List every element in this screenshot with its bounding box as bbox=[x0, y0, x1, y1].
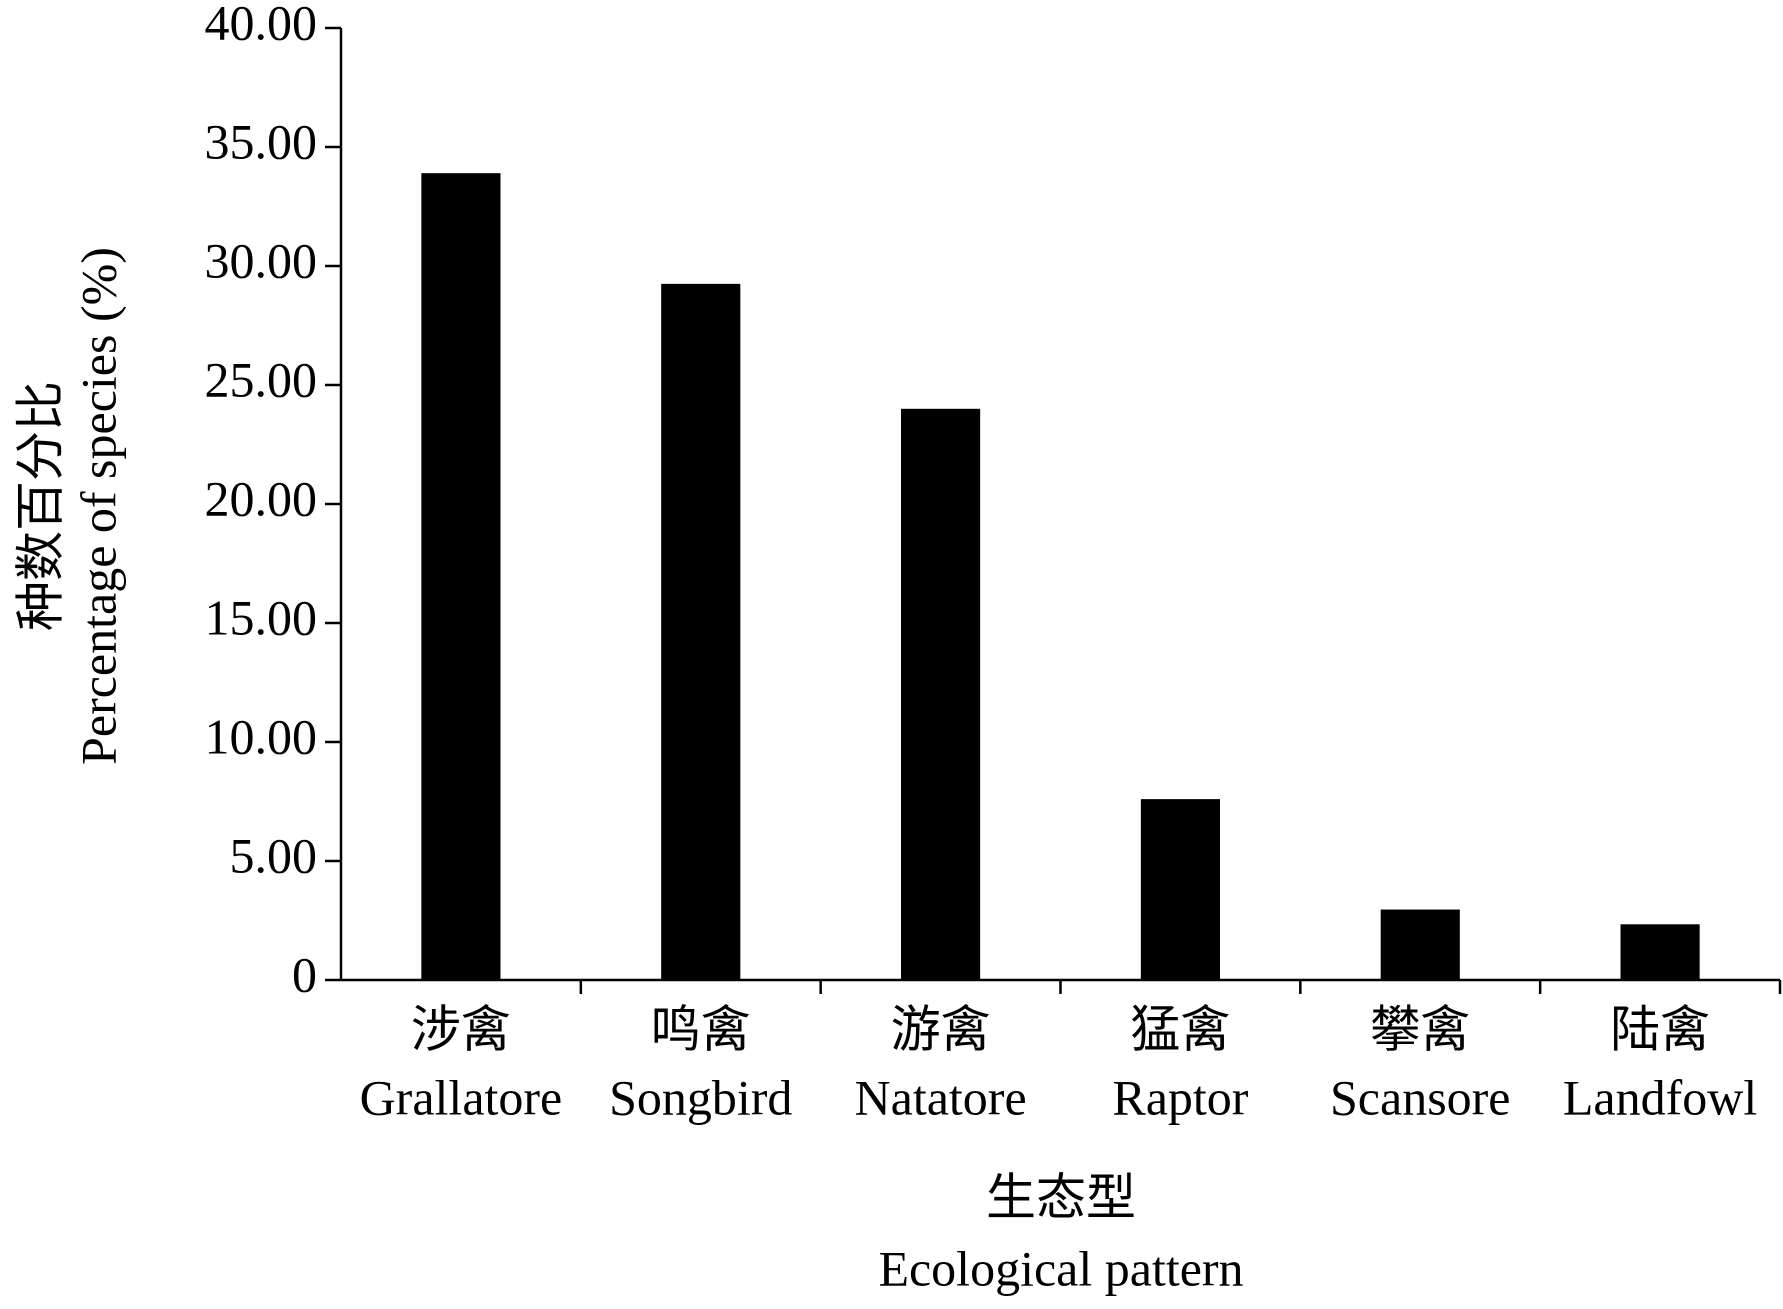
bar bbox=[661, 283, 741, 981]
x-tick-label: 攀禽 bbox=[1370, 1001, 1470, 1057]
x-tick-label: Natatore bbox=[855, 1069, 1027, 1125]
y-tick-label: 30.00 bbox=[205, 232, 318, 288]
bar bbox=[1620, 924, 1700, 980]
x-tick-label: 猛禽 bbox=[1130, 1001, 1230, 1057]
bar bbox=[1380, 909, 1460, 980]
y-tick-label: 15.00 bbox=[205, 589, 318, 645]
bar bbox=[1140, 799, 1220, 980]
y-label-zh-group: 种数百分比 bbox=[12, 381, 68, 631]
y-label-en-group: Percentage of species (%) bbox=[70, 247, 126, 765]
y-tick-label: 10.00 bbox=[205, 708, 318, 764]
y-axis-label: Percentage of species (%) bbox=[70, 247, 126, 765]
y-tick-label: 25.00 bbox=[205, 351, 318, 407]
y-tick-label: 35.00 bbox=[205, 113, 318, 169]
x-axis-label: Ecological pattern bbox=[878, 1240, 1243, 1296]
y-tick-label: 5.00 bbox=[230, 827, 318, 883]
x-tick-label: Landfowl bbox=[1563, 1069, 1757, 1125]
x-tick-label: Scansore bbox=[1330, 1069, 1511, 1125]
y-tick-label: 20.00 bbox=[205, 470, 318, 526]
x-tick-label: Songbird bbox=[609, 1069, 792, 1125]
bar bbox=[901, 408, 981, 980]
x-tick-label: Raptor bbox=[1112, 1069, 1248, 1125]
x-tick-label: 游禽 bbox=[891, 1001, 991, 1057]
x-tick-label: 涉禽 bbox=[411, 1001, 511, 1057]
y-axis-label: 种数百分比 bbox=[12, 381, 68, 631]
bar bbox=[421, 173, 501, 980]
y-tick-label: 40.00 bbox=[205, 0, 318, 50]
x-tick-label: 陆禽 bbox=[1610, 1001, 1710, 1057]
x-axis-label: 生态型 bbox=[986, 1169, 1136, 1225]
x-tick-label: Grallatore bbox=[360, 1069, 563, 1125]
x-tick-label: 鸣禽 bbox=[651, 1001, 751, 1057]
y-tick-label: 0 bbox=[292, 946, 317, 1002]
